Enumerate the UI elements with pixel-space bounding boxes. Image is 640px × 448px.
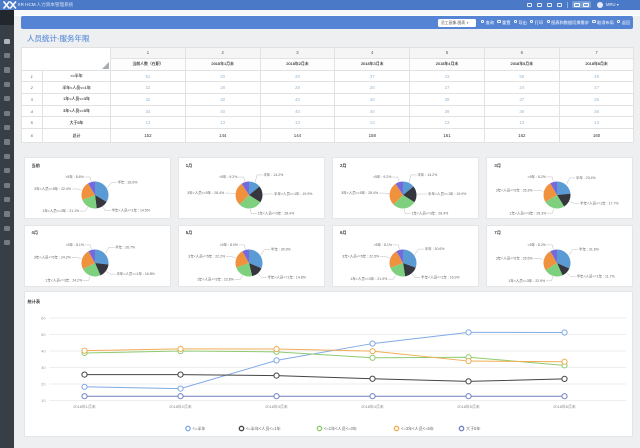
svg-text:半年<人员<=1年 : 14.8%: 半年<人员<=1年 : 14.8% xyxy=(267,274,305,279)
svg-text:>5年 : 8.6%: >5年 : 8.6% xyxy=(65,174,83,179)
svg-text:2018年4月末: 2018年4月末 xyxy=(361,404,384,409)
svg-text:10: 10 xyxy=(41,398,46,403)
svg-text:3年<人员<=5年 : 25.5%: 3年<人员<=5年 : 25.5% xyxy=(496,255,533,260)
svg-text:>5年 : 8.0%: >5年 : 8.0% xyxy=(219,242,237,247)
svg-text:半年<人员<=1年 : 17.7%: 半年<人员<=1年 : 17.7% xyxy=(580,200,618,205)
svg-text:60: 60 xyxy=(41,315,46,320)
svg-text:1年<人员<=3年 : 21.9%: 1年<人员<=3年 : 21.9% xyxy=(350,276,387,281)
svg-text:3年<人员<=5年 : 22.2%: 3年<人员<=5年 : 22.2% xyxy=(188,253,225,258)
svg-text:半年 : 30.9%: 半年 : 30.9% xyxy=(271,246,291,251)
svg-text:2018年1月末: 2018年1月末 xyxy=(73,404,96,409)
svg-text:半年 : 26.7%: 半年 : 26.7% xyxy=(115,244,135,249)
svg-text:50: 50 xyxy=(41,332,46,337)
svg-text:1年<人员<=3年 : 22.9%: 1年<人员<=3年 : 22.9% xyxy=(509,277,546,282)
svg-text:3年<人员<=5年 : 25.3%: 3年<人员<=5年 : 25.3% xyxy=(496,187,533,192)
svg-text:1年<人员<=3年 : 22.8%: 1年<人员<=3年 : 22.8% xyxy=(197,276,234,281)
svg-text:2018年3月末: 2018年3月末 xyxy=(265,404,288,409)
svg-text:>5年 : 8.1%: >5年 : 8.1% xyxy=(65,242,83,247)
svg-text:<=1年<人员<=3年: <=1年<人员<=3年 xyxy=(324,425,357,431)
svg-text:2018年6月末: 2018年6月末 xyxy=(553,404,576,409)
svg-text:>5年 : 8.2%: >5年 : 8.2% xyxy=(528,174,546,179)
svg-text:2018年5月末: 2018年5月末 xyxy=(457,404,480,409)
svg-text:<=半年: <=半年 xyxy=(192,425,205,431)
svg-text:30: 30 xyxy=(41,365,46,370)
svg-text:半年<人员<=1年 : 11.7%: 半年<人员<=1年 : 11.7% xyxy=(577,273,615,278)
svg-text:半年<人员<=1年 : 16.9%: 半年<人员<=1年 : 16.9% xyxy=(421,274,459,279)
svg-text:>5年 : 8.2%: >5年 : 8.2% xyxy=(528,242,546,247)
svg-text:半年 : 14.2%: 半年 : 14.2% xyxy=(417,172,437,177)
svg-text:半年 : 23.4%: 半年 : 23.4% xyxy=(576,175,596,180)
svg-text:>5年 : 8.1%: >5年 : 8.1% xyxy=(374,242,392,247)
svg-text:半年<人员<=1年 : 16.8%: 半年<人员<=1年 : 16.8% xyxy=(116,271,154,276)
svg-text:半年 : 30.6%: 半年 : 30.6% xyxy=(425,246,445,251)
svg-text:<=3年<人员<=5年: <=3年<人员<=5年 xyxy=(401,425,434,431)
svg-text:<=半年<人员<=1年: <=半年<人员<=1年 xyxy=(246,425,281,431)
svg-text:1年<人员<=3年 : 25.3%: 1年<人员<=3年 : 25.3% xyxy=(510,210,547,215)
svg-text:20: 20 xyxy=(41,381,46,386)
svg-text:40: 40 xyxy=(41,348,46,353)
svg-text:1年<人员<=3年 : 24.2%: 1年<人员<=3年 : 24.2% xyxy=(45,277,82,282)
svg-text:半年<人员<=1年 : 14.5%: 半年<人员<=1年 : 14.5% xyxy=(111,208,149,213)
svg-text:半年 : 33.6%: 半年 : 33.6% xyxy=(117,180,137,185)
svg-text:3年<人员<=5年 : 28.4%: 3年<人员<=5年 : 28.4% xyxy=(187,190,224,195)
svg-text:大于5年: 大于5年 xyxy=(466,425,481,431)
svg-text:3年<人员<=5年 : 28.4%: 3年<人员<=5年 : 28.4% xyxy=(341,190,378,195)
svg-text:半年 : 14.2%: 半年 : 14.2% xyxy=(263,172,283,177)
svg-text:3年<人员<=5年 : 22.4%: 3年<人员<=5年 : 22.4% xyxy=(34,186,71,191)
svg-text:>5年 : 9.2%: >5年 : 9.2% xyxy=(373,174,391,179)
svg-text:1年<人员<=3年 : 21.1%: 1年<人员<=3年 : 21.1% xyxy=(42,208,79,213)
svg-text:3年<人员<=5年 : 24.2%: 3年<人员<=5年 : 24.2% xyxy=(33,254,70,259)
svg-text:3年<人员<=5年 : 22.5%: 3年<人员<=5年 : 22.5% xyxy=(342,253,379,258)
svg-text:1年<人员<=3年 : 28.4%: 1年<人员<=3年 : 28.4% xyxy=(411,211,448,216)
svg-text:1年<人员<=3年 : 28.4%: 1年<人员<=3年 : 28.4% xyxy=(257,211,294,216)
svg-text:半年 : 31.6%: 半年 : 31.6% xyxy=(579,246,599,251)
svg-text:2018年2月末: 2018年2月末 xyxy=(169,404,192,409)
svg-text:半年<人员<=1年 : 19.9%: 半年<人员<=1年 : 19.9% xyxy=(274,191,312,196)
svg-text:>5年 : 9.2%: >5年 : 9.2% xyxy=(219,174,237,179)
svg-text:半年<人员<=1年 : 19.9%: 半年<人员<=1年 : 19.9% xyxy=(428,191,466,196)
